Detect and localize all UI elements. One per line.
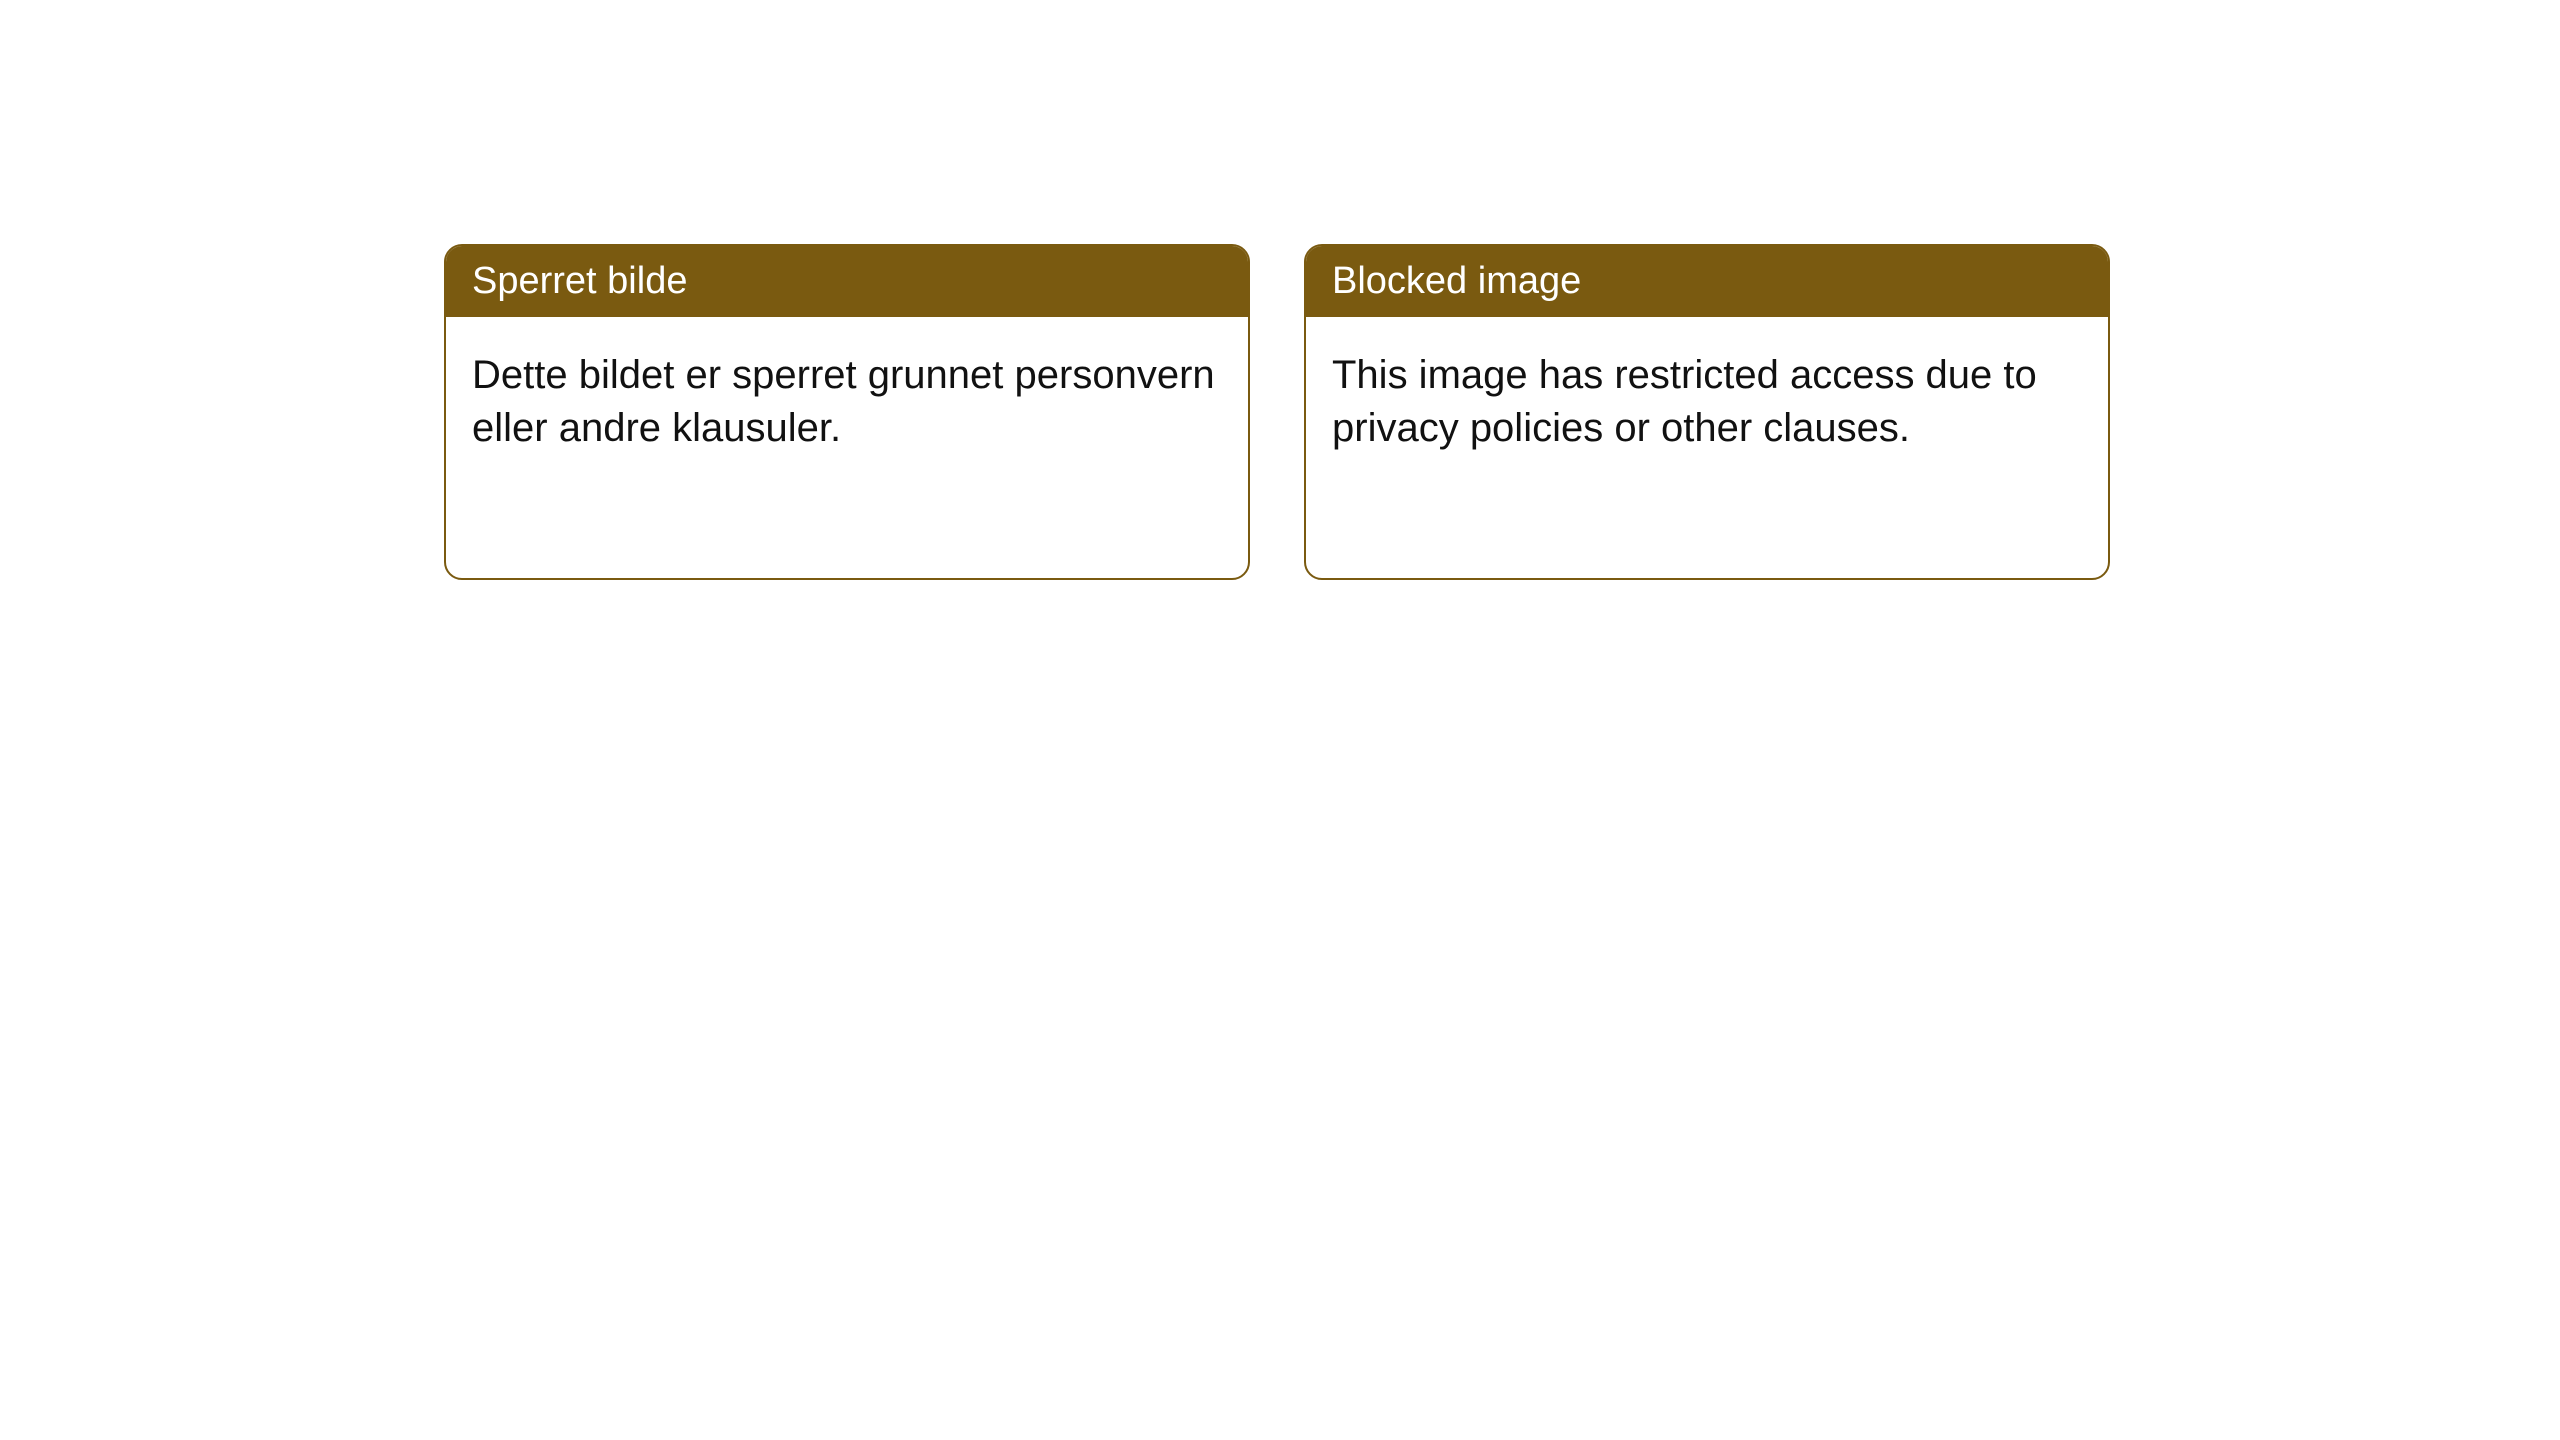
notice-card-english: Blocked image This image has restricted … [1304,244,2110,580]
notice-body: Dette bildet er sperret grunnet personve… [446,317,1248,487]
notice-card-norwegian: Sperret bilde Dette bildet er sperret gr… [444,244,1250,580]
blocked-image-notices: Sperret bilde Dette bildet er sperret gr… [444,244,2110,580]
notice-body: This image has restricted access due to … [1306,317,2108,487]
notice-header: Sperret bilde [446,246,1248,317]
notice-header: Blocked image [1306,246,2108,317]
